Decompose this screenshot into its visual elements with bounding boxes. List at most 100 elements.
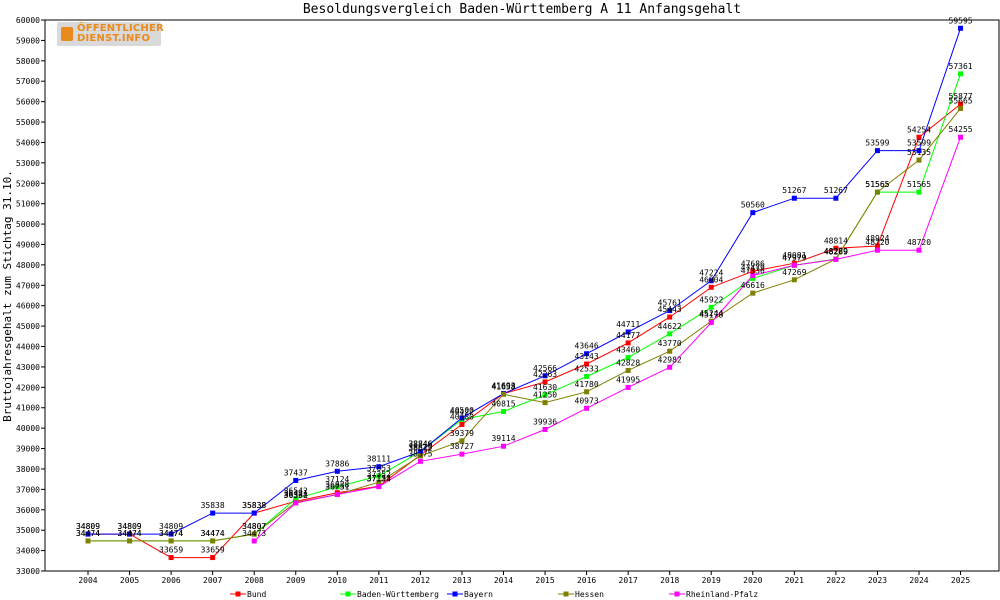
data-point bbox=[874, 243, 880, 249]
data-label: 39379 bbox=[450, 429, 474, 438]
data-label: 41630 bbox=[533, 383, 557, 392]
x-tick-label: 2018 bbox=[660, 576, 679, 585]
data-label: 47479 bbox=[741, 264, 765, 273]
data-point bbox=[584, 351, 590, 357]
x-tick-label: 2021 bbox=[785, 576, 804, 585]
data-label: 41250 bbox=[533, 391, 557, 400]
legend-marker bbox=[563, 591, 569, 597]
data-point bbox=[251, 538, 257, 544]
data-label: 43770 bbox=[658, 339, 682, 348]
data-point bbox=[85, 538, 91, 544]
data-point bbox=[127, 538, 133, 544]
y-axis-label: Bruttojahresgehalt zum Stichtag 31.10. bbox=[1, 170, 14, 422]
data-point bbox=[417, 458, 423, 464]
x-tick-label: 2012 bbox=[411, 576, 430, 585]
data-label: 51565 bbox=[865, 180, 889, 189]
data-label: 36332 bbox=[284, 491, 308, 500]
data-label: 37653 bbox=[367, 464, 391, 473]
data-label: 33659 bbox=[201, 546, 225, 555]
y-tick-label: 37000 bbox=[16, 485, 40, 494]
data-point bbox=[542, 392, 548, 398]
data-point bbox=[251, 531, 257, 537]
data-point bbox=[210, 555, 216, 561]
data-label: 54255 bbox=[949, 125, 973, 134]
x-axis: 2004 2005 2006 2007 2008 2009 2010 2011 2012 2013… bbox=[78, 571, 970, 585]
data-label: 36542 bbox=[284, 487, 308, 496]
data-point bbox=[916, 157, 922, 163]
data-label: 34474 bbox=[118, 529, 142, 538]
y-tick-label: 54000 bbox=[16, 138, 40, 147]
data-point bbox=[874, 247, 880, 253]
y-tick-label: 33000 bbox=[16, 567, 40, 576]
data-point bbox=[459, 421, 465, 427]
y-tick-label: 41000 bbox=[16, 404, 40, 413]
data-point bbox=[708, 319, 714, 325]
data-point bbox=[874, 189, 880, 195]
logo-text: ÖFFENTLICHER DIENST.INFO bbox=[77, 23, 164, 44]
data-point bbox=[293, 496, 299, 502]
y-tick-label: 48000 bbox=[16, 261, 40, 270]
data-point bbox=[791, 195, 797, 201]
data-label: 38111 bbox=[367, 455, 391, 464]
data-label: 51267 bbox=[824, 186, 848, 195]
data-label: 43460 bbox=[616, 346, 640, 355]
data-point bbox=[833, 256, 839, 262]
data-point bbox=[833, 195, 839, 201]
data-label: 37352 bbox=[367, 470, 391, 479]
x-tick-label: 2015 bbox=[535, 576, 554, 585]
data-point bbox=[376, 479, 382, 485]
data-label: 33659 bbox=[159, 546, 183, 555]
data-label: 41693 bbox=[491, 382, 515, 391]
data-label: 45244 bbox=[699, 309, 723, 318]
y-axis: 33000 34000 35000 36000 37000 38000 39000 40000… bbox=[16, 16, 45, 576]
data-label: 54254 bbox=[907, 125, 931, 134]
data-point bbox=[916, 134, 922, 140]
data-label: 38727 bbox=[450, 442, 474, 451]
data-point bbox=[501, 409, 506, 415]
y-tick-label: 38000 bbox=[16, 465, 40, 474]
data-point bbox=[542, 379, 548, 385]
data-label: 41658 bbox=[491, 382, 515, 391]
data-label: 46616 bbox=[741, 281, 765, 290]
series-line-bund bbox=[88, 103, 961, 559]
legend-label: Bund bbox=[247, 590, 266, 599]
data-point bbox=[459, 415, 465, 421]
data-point bbox=[708, 278, 714, 284]
data-label: 47979 bbox=[782, 253, 806, 262]
legend-marker bbox=[235, 591, 241, 597]
data-label: 36751 bbox=[325, 482, 349, 491]
legend: Bund Baden-Württemberg Bayern Hessen Rheinla… bbox=[230, 590, 758, 599]
data-point bbox=[667, 364, 673, 370]
data-label: 34474 bbox=[159, 529, 183, 538]
data-point bbox=[958, 71, 964, 77]
y-tick-label: 47000 bbox=[16, 281, 40, 290]
data-label: 48081 bbox=[782, 251, 806, 260]
data-label: 36421 bbox=[284, 489, 308, 498]
y-tick-label: 44000 bbox=[16, 343, 40, 352]
data-point bbox=[750, 290, 756, 296]
data-label: 34474 bbox=[159, 529, 183, 538]
data-label: 34807 bbox=[242, 522, 266, 531]
x-tick-label: 2009 bbox=[286, 576, 305, 585]
data-point bbox=[958, 105, 964, 111]
data-label: 48289 bbox=[824, 247, 848, 256]
data-label: 38846 bbox=[408, 440, 432, 449]
data-label: 53135 bbox=[907, 148, 931, 157]
y-tick-label: 59000 bbox=[16, 36, 40, 45]
data-point bbox=[210, 538, 216, 544]
data-label: 57361 bbox=[949, 62, 973, 71]
chart-title: Besoldungsvergleich Baden-Württemberg A … bbox=[303, 2, 741, 17]
data-label: 34474 bbox=[76, 529, 100, 538]
x-tick-label: 2008 bbox=[245, 576, 264, 585]
y-tick-label: 43000 bbox=[16, 363, 40, 372]
data-point bbox=[584, 405, 590, 411]
data-point bbox=[168, 555, 174, 561]
data-label: 37124 bbox=[325, 475, 349, 484]
data-point bbox=[417, 453, 423, 459]
data-label: 37437 bbox=[284, 468, 308, 477]
data-label: 44711 bbox=[616, 320, 640, 329]
legend-label: Baden-Württemberg bbox=[357, 590, 439, 599]
data-point bbox=[168, 531, 174, 537]
y-tick-label: 46000 bbox=[16, 302, 40, 311]
